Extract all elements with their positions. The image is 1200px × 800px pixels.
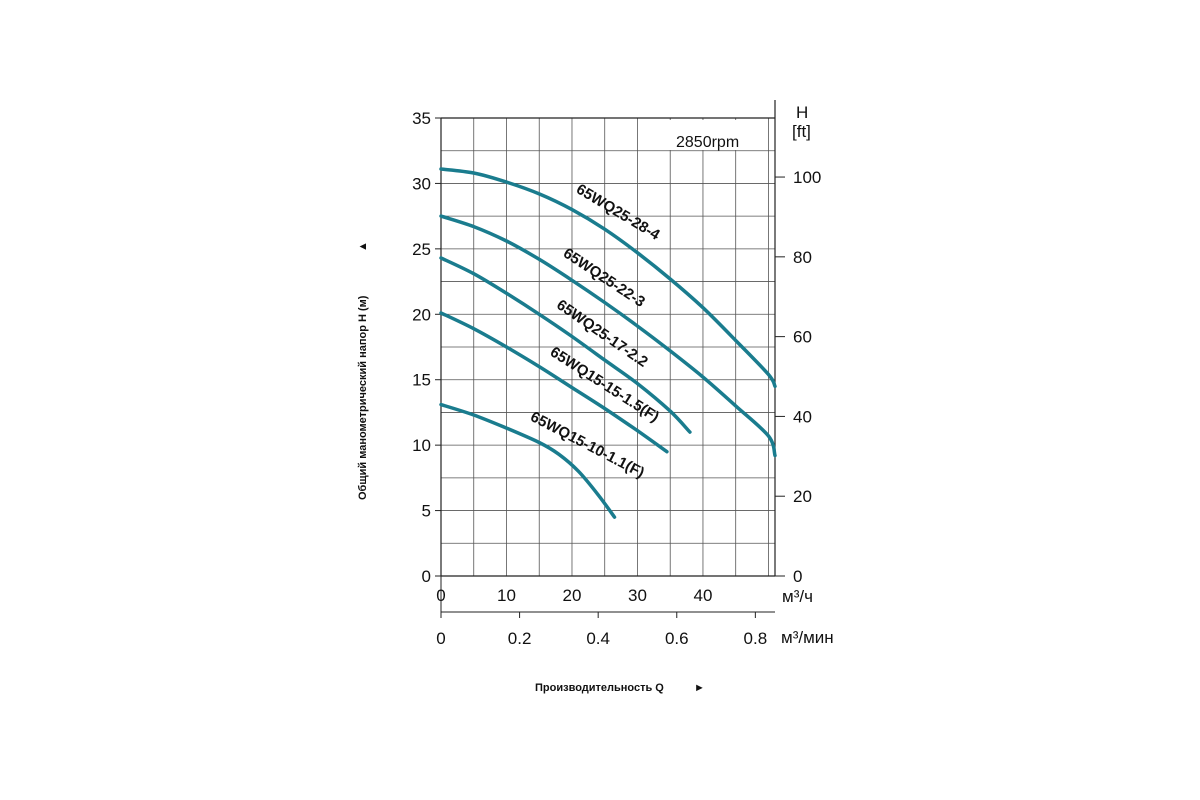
x-tick-label-m3h: 20 <box>563 586 582 605</box>
left-y-tick-label: 25 <box>412 240 431 259</box>
left-y-tick-label: 15 <box>412 371 431 390</box>
x-unit-m3min: м³/мин <box>781 628 834 647</box>
x-tick-label-m3min: 0.6 <box>665 629 689 648</box>
x-ticks-m3min: 0 0.2 0.4 0.6 0.8 <box>436 612 767 648</box>
left-y-tick-label: 35 <box>412 109 431 128</box>
x-ticks-m3h: 0 10 20 30 40 <box>436 586 712 605</box>
right-y-tick-label: 0 <box>793 567 802 586</box>
chart-grid <box>441 118 775 576</box>
curve-line <box>439 167 777 389</box>
x-unit-m3h: м³/ч <box>782 587 813 606</box>
y-axis-title: Общий манометрический напор H (м) <box>357 295 369 500</box>
x-tick-label-m3h: 40 <box>693 586 712 605</box>
right-y-tick-label: 100 <box>793 168 821 187</box>
left-y-tick-label: 20 <box>412 305 431 324</box>
x-tick-label-m3h: 0 <box>436 586 445 605</box>
right-y-tick-label: 20 <box>793 487 812 506</box>
x-axis-title: Производительность Q <box>535 682 664 694</box>
right-axis-title-h: H <box>796 103 808 122</box>
x-tick-label-m3min: 0.4 <box>586 629 610 648</box>
curve-line <box>439 256 692 434</box>
left-y-tick-label: 10 <box>412 436 431 455</box>
right-axis-title-ft: [ft] <box>792 122 811 141</box>
left-y-tick-label: 30 <box>412 174 431 193</box>
left-y-tick-label: 5 <box>422 502 431 521</box>
x-tick-label-m3min: 0.2 <box>508 629 532 648</box>
right-y-tick-label: 60 <box>793 328 812 347</box>
curve-line <box>439 214 777 458</box>
right-y-tick-label: 80 <box>793 248 812 267</box>
x-axis-arrow: ► <box>694 682 705 694</box>
curves <box>439 167 777 519</box>
x-tick-label-m3min: 0.8 <box>744 629 768 648</box>
left-y-tick-label: 0 <box>422 567 431 586</box>
right-y-ticks: 0 20 40 60 80 100 <box>775 168 821 586</box>
curve-label: 65WQ25-28-4 <box>573 181 663 244</box>
curve-line <box>439 402 617 519</box>
curve-line <box>439 311 669 454</box>
x-tick-label-m3h: 30 <box>628 586 647 605</box>
right-y-tick-label: 40 <box>793 407 812 426</box>
x-tick-label-m3min: 0 <box>436 629 445 648</box>
rpm-annotation: 2850rpm <box>676 134 739 151</box>
left-y-ticks: 0 5 10 15 20 25 30 35 <box>412 109 441 586</box>
rpm-annotation-box <box>664 120 764 150</box>
x-tick-label-m3h: 10 <box>497 586 516 605</box>
y-axis-arrow: ▲ <box>357 241 369 252</box>
